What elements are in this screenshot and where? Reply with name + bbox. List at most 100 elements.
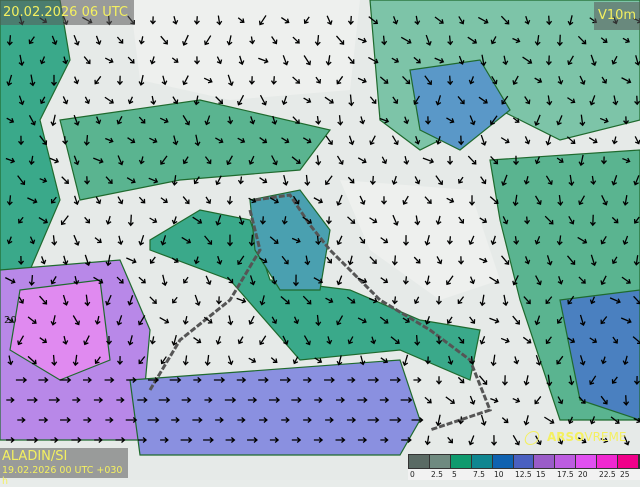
parameter-label: V10m	[594, 2, 640, 30]
wind-arrow	[489, 317, 500, 324]
wind-arrow	[303, 417, 312, 423]
wind-arrow	[259, 216, 266, 225]
wind-arrow	[346, 296, 356, 304]
legend-swatches	[408, 454, 640, 469]
wind-arrow	[281, 95, 288, 106]
wind-arrow	[392, 214, 399, 226]
wind-arrow	[446, 197, 455, 204]
wind-arrow	[105, 294, 112, 306]
wind-arrow	[601, 76, 608, 84]
wind-arrow	[303, 16, 310, 25]
wind-arrow	[149, 56, 156, 65]
wind-arrow	[282, 55, 289, 66]
wind-arrow	[325, 417, 334, 423]
wind-arrow	[182, 355, 189, 366]
wind-arrow	[73, 76, 80, 85]
wind-arrow	[435, 175, 444, 186]
wind-arrow	[512, 37, 521, 44]
wind-arrow	[160, 35, 168, 45]
wind-arrow	[138, 356, 146, 365]
wind-arrow	[115, 437, 126, 443]
wind-arrow	[447, 355, 454, 366]
wind-arrow	[204, 35, 212, 46]
wind-arrow	[446, 275, 454, 286]
wind-arrow	[292, 36, 300, 44]
wind-arrow	[127, 137, 136, 144]
wind-arrow	[271, 155, 278, 166]
wind-arrow	[347, 15, 354, 26]
wind-arrow	[379, 316, 389, 324]
wind-arrow	[83, 377, 93, 383]
wind-arrow	[402, 235, 409, 246]
wind-arrow	[578, 276, 586, 284]
legend-swatch	[450, 455, 472, 468]
wind-arrow	[567, 97, 576, 104]
wind-arrow	[193, 256, 200, 265]
wind-arrow	[336, 315, 344, 326]
wind-arrow	[161, 274, 168, 287]
wind-arrow	[160, 437, 169, 443]
wind-arrow	[292, 356, 299, 365]
wind-arrow	[336, 235, 343, 246]
wind-arrow	[458, 216, 465, 224]
wind-arrow	[15, 377, 28, 383]
wind-arrow	[357, 317, 367, 324]
wind-arrow	[600, 37, 608, 43]
wind-arrow	[557, 194, 564, 206]
wind-arrow	[259, 417, 268, 423]
wind-arrow	[6, 236, 13, 245]
wind-arrow	[567, 337, 576, 344]
wind-arrow	[18, 216, 24, 224]
wind-arrow	[491, 75, 498, 85]
wind-arrow	[126, 377, 137, 383]
wind-arrow	[249, 275, 256, 286]
model-info: ALADIN/SI 19.02.2026 00 UTC +030 h	[0, 448, 128, 487]
wind-arrow	[84, 254, 91, 267]
wind-arrow	[546, 15, 553, 26]
wind-arrow	[489, 276, 500, 284]
wind-arrow	[556, 355, 564, 365]
wind-arrow	[579, 314, 586, 327]
wind-arrow	[29, 74, 36, 87]
wind-arrow	[411, 417, 424, 423]
wind-arrow	[180, 437, 193, 443]
wind-arrow	[160, 235, 167, 246]
wind-arrow	[39, 135, 48, 146]
wind-arrow	[589, 95, 596, 106]
wind-arrow	[50, 437, 59, 443]
wind-arrow	[380, 357, 389, 364]
wind-arrow	[424, 396, 432, 404]
wind-arrow	[326, 15, 333, 26]
wind-arrow	[282, 335, 289, 346]
wind-arrow	[182, 115, 191, 126]
wind-arrow	[270, 357, 278, 363]
wind-arrow	[281, 255, 289, 265]
wind-arrow	[304, 174, 311, 187]
wind-arrow	[39, 337, 48, 344]
wind-arrow	[73, 114, 80, 126]
wind-arrow	[6, 117, 15, 124]
wind-arrow	[524, 96, 531, 105]
wind-arrow	[622, 195, 629, 206]
wind-arrow	[567, 416, 574, 425]
wind-arrow	[523, 296, 531, 305]
wind-arrow	[369, 256, 377, 265]
wind-arrow	[215, 335, 222, 345]
wind-arrow	[414, 215, 421, 226]
wind-arrow	[337, 115, 344, 126]
wind-arrow	[434, 16, 444, 24]
wind-arrow	[215, 137, 224, 144]
wind-arrow	[325, 55, 332, 66]
wind-arrow	[621, 276, 631, 284]
wind-arrow	[567, 15, 574, 26]
wind-arrow	[6, 437, 15, 443]
wind-arrow	[303, 97, 312, 104]
wind-arrow	[523, 415, 530, 426]
wind-arrow	[491, 435, 498, 446]
wind-arrow	[95, 196, 102, 205]
wind-arrow	[203, 77, 213, 84]
wind-arrow	[468, 195, 475, 206]
wind-arrow	[544, 215, 554, 225]
wind-arrow	[149, 336, 156, 345]
model-name: ALADIN/SI	[2, 449, 68, 464]
